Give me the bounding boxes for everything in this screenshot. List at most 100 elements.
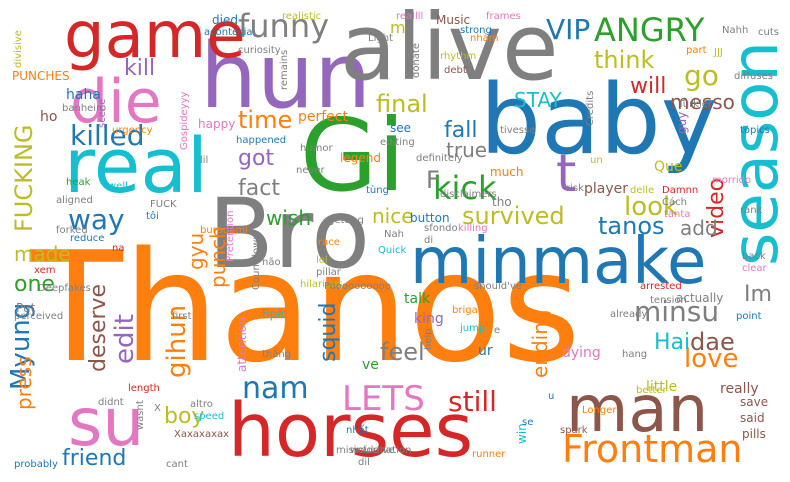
word: F <box>426 166 440 194</box>
word: dying <box>562 345 601 361</box>
word: na <box>112 243 125 254</box>
word: briga <box>452 305 478 316</box>
word: m <box>390 18 406 37</box>
word: love <box>684 344 739 374</box>
word: nhất <box>346 425 369 436</box>
word: hang <box>622 349 648 360</box>
word: Que <box>654 159 683 175</box>
word: made <box>14 242 71 266</box>
word: Thanos <box>30 219 581 396</box>
word: survived <box>462 202 565 230</box>
word: tôi <box>146 211 159 222</box>
word: urgency <box>112 125 153 136</box>
word: help <box>423 328 434 350</box>
word: nam <box>242 371 309 406</box>
word: tanos <box>598 212 665 240</box>
word: first <box>172 311 192 322</box>
word: morrido <box>712 175 752 186</box>
word: minmake <box>410 225 707 299</box>
word: di <box>424 235 434 246</box>
word: one <box>14 272 55 297</box>
word: thắng <box>262 349 292 360</box>
word: haha <box>66 87 101 103</box>
word: debt <box>444 65 467 76</box>
word: legend <box>340 151 381 165</box>
word: true <box>446 138 488 162</box>
word: aligned <box>56 195 93 206</box>
word: se <box>522 417 534 428</box>
word: got <box>238 146 275 171</box>
word: friend <box>62 446 127 471</box>
word: PUNCHES <box>12 69 70 83</box>
word: Nahh <box>722 25 749 36</box>
word: pills <box>742 427 766 441</box>
word: getting <box>328 215 364 226</box>
word: little <box>646 379 678 395</box>
word: wish <box>266 206 312 230</box>
word: misinformation <box>336 445 412 456</box>
word: hilarious <box>300 279 343 290</box>
word: risk <box>566 183 584 194</box>
word: look <box>624 192 679 222</box>
word: talk <box>404 291 431 307</box>
word: VIP <box>546 13 591 46</box>
word: tension <box>650 295 687 306</box>
word: kick <box>433 169 497 207</box>
word: divisive <box>13 30 24 68</box>
word: actually <box>676 291 724 305</box>
word: minsu <box>634 295 720 328</box>
word: edit <box>110 314 140 364</box>
word: tùng <box>366 185 389 196</box>
word: killing <box>458 223 488 234</box>
word: deserve <box>86 283 111 372</box>
word: runner <box>472 449 506 460</box>
word: guy <box>675 111 689 134</box>
word: button <box>410 211 450 225</box>
word: tivesse <box>500 125 536 136</box>
word: frames <box>486 11 521 22</box>
word: gyu <box>184 232 208 270</box>
word: probably <box>14 459 58 470</box>
word: un <box>590 155 603 166</box>
word: think <box>594 46 655 74</box>
word: killed <box>70 119 145 152</box>
word: delle <box>630 185 655 196</box>
word: Nah <box>384 229 404 240</box>
word: nhảm <box>470 33 499 44</box>
word: não <box>262 257 281 268</box>
word: Countdown <box>251 233 262 290</box>
word: donate <box>411 42 422 78</box>
word: arrested <box>640 281 682 292</box>
word: STAY <box>514 88 562 112</box>
word: forked <box>56 225 88 236</box>
word: perfect <box>298 109 348 125</box>
word: Pretention <box>225 210 236 262</box>
word: well <box>108 181 128 192</box>
word: perceived <box>14 311 64 322</box>
word: should've <box>474 281 522 292</box>
word: Gospideyyy <box>179 91 190 150</box>
word: will <box>630 74 667 99</box>
word: messo <box>670 90 735 114</box>
word: ve <box>362 357 379 373</box>
word: better <box>636 385 667 396</box>
word: ANGRY <box>594 11 705 49</box>
word: player <box>584 181 629 197</box>
word: su <box>68 384 145 461</box>
word: horses <box>228 388 474 474</box>
word: alive <box>340 0 559 101</box>
word: happy <box>198 117 236 131</box>
word: buradami <box>200 225 248 236</box>
word: go <box>684 59 719 92</box>
word: race <box>318 237 340 248</box>
word: reallll <box>396 11 424 22</box>
word: heak <box>66 177 91 188</box>
word: man <box>566 373 709 447</box>
word: fall <box>444 118 478 143</box>
word: humor <box>300 143 333 154</box>
word: Deepfakes <box>38 283 91 294</box>
word: rhythm <box>440 51 477 62</box>
word: diffuses <box>734 71 773 82</box>
word: Hai <box>654 330 691 355</box>
